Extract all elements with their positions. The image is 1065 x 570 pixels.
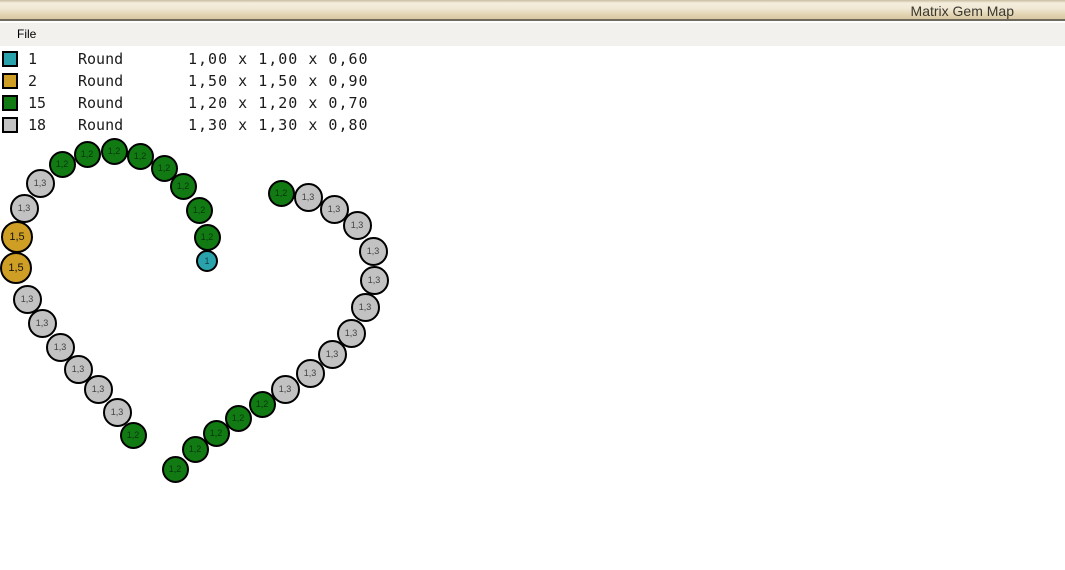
gem-size-label: 1,2 xyxy=(157,162,171,173)
gem-stone[interactable]: 1,3 xyxy=(102,397,132,427)
legend-row: 2 Round 1,50 x 1,50 x 0,90 xyxy=(2,70,369,92)
gem-stone[interactable]: 1,3 xyxy=(12,284,42,314)
legend-color-swatch xyxy=(2,51,18,67)
gem-size-label: 1 xyxy=(204,255,210,266)
window-titlebar[interactable]: Matrix Gem Map xyxy=(0,0,1065,21)
gem-size-label: 1,2 xyxy=(133,150,147,161)
gem-stone[interactable]: 1,2 xyxy=(169,172,197,200)
gem-size-label: 1,3 xyxy=(53,341,67,352)
gem-stone[interactable]: 1,2 xyxy=(193,223,221,251)
gem-size-label: 1,2 xyxy=(255,398,269,409)
gem-stone[interactable]: 1,2 xyxy=(100,137,128,165)
gem-size-label: 1,3 xyxy=(35,317,49,328)
gem-size-label: 1,3 xyxy=(71,363,85,374)
gem-size-label: 1,5 xyxy=(8,261,24,274)
legend-dimensions: 1,30 x 1,30 x 0,80 xyxy=(188,116,369,134)
legend-dimensions: 1,20 x 1,20 x 0,70 xyxy=(188,94,369,112)
gem-stone[interactable]: 1,2 xyxy=(224,404,252,432)
legend-count: 18 xyxy=(28,116,47,134)
gem-size-label: 1,2 xyxy=(176,180,190,191)
gem-size-label: 1,3 xyxy=(301,191,315,202)
gem-size-label: 1,2 xyxy=(107,145,121,156)
gem-stone[interactable]: 1,2 xyxy=(267,179,295,207)
legend-shape: Round xyxy=(78,94,124,112)
gem-stone[interactable]: 1,3 xyxy=(319,194,349,224)
legend-color-swatch xyxy=(2,117,18,133)
gem-stone[interactable]: 1,2 xyxy=(185,196,213,224)
gem-stone[interactable]: 1,2 xyxy=(161,455,189,483)
legend-row: 1 Round 1,00 x 1,00 x 0,60 xyxy=(2,48,369,70)
gem-size-label: 1,3 xyxy=(303,367,317,378)
gem-size-label: 1,3 xyxy=(327,203,341,214)
gem-size-label: 1,3 xyxy=(110,406,124,417)
gem-size-label: 1,2 xyxy=(55,158,69,169)
legend-row: 18 Round 1,30 x 1,30 x 0,80 xyxy=(2,114,369,136)
gem-stone[interactable]: 1,2 xyxy=(150,154,178,182)
gem-stone[interactable]: 1,3 xyxy=(27,308,57,338)
gem-size-label: 1,2 xyxy=(80,148,94,159)
gem-stone[interactable]: 1,2 xyxy=(202,419,230,447)
gem-stone[interactable]: 1,3 xyxy=(9,193,39,223)
gem-stone[interactable]: 1,3 xyxy=(293,182,323,212)
gem-stone[interactable]: 1,3 xyxy=(336,318,366,348)
gem-size-label: 1,5 xyxy=(9,230,25,243)
legend-color-swatch xyxy=(2,95,18,111)
gem-size-label: 1,3 xyxy=(33,177,47,188)
gem-size-label: 1,2 xyxy=(168,463,182,474)
gem-size-label: 1,3 xyxy=(17,202,31,213)
gem-stone[interactable]: 1,5 xyxy=(0,252,32,284)
gem-stone[interactable]: 1,3 xyxy=(83,374,113,404)
gem-size-label: 1,3 xyxy=(20,293,34,304)
gem-size-label: 1,2 xyxy=(274,187,288,198)
gem-stone[interactable]: 1,3 xyxy=(358,236,388,266)
gem-stone[interactable]: 1,3 xyxy=(359,265,389,295)
window-title: Matrix Gem Map xyxy=(910,3,1014,19)
gem-stone[interactable]: 1,2 xyxy=(73,140,101,168)
gem-size-label: 1,2 xyxy=(200,231,214,242)
gem-stone[interactable]: 1,5 xyxy=(1,221,33,253)
gem-size-label: 1,3 xyxy=(278,383,292,394)
gem-size-label: 1,2 xyxy=(126,429,140,440)
legend-count: 15 xyxy=(28,94,47,112)
legend-dimensions: 1,00 x 1,00 x 0,60 xyxy=(188,50,369,68)
gem-size-label: 1,3 xyxy=(366,245,380,256)
menu-item-file[interactable]: File xyxy=(17,27,37,41)
gem-stone[interactable]: 1,2 xyxy=(119,421,147,449)
gem-size-label: 1,3 xyxy=(325,348,339,359)
legend-dimensions: 1,50 x 1,50 x 0,90 xyxy=(188,72,369,90)
legend-color-swatch xyxy=(2,73,18,89)
gem-stone[interactable]: 1,2 xyxy=(126,142,154,170)
gem-stone[interactable]: 1,2 xyxy=(48,150,76,178)
gem-stone[interactable]: 1 xyxy=(196,250,218,272)
legend: 1 Round 1,00 x 1,00 x 0,60 2 Round 1,50 x 1,5… xyxy=(2,48,369,136)
legend-shape: Round xyxy=(78,72,124,90)
gem-stone[interactable]: 1,3 xyxy=(295,358,325,388)
gem-stone[interactable]: 1,3 xyxy=(25,168,55,198)
gem-size-label: 1,3 xyxy=(91,383,105,394)
legend-count: 2 xyxy=(28,72,38,90)
legend-count: 1 xyxy=(28,50,38,68)
gem-size-label: 1,3 xyxy=(350,219,364,230)
gem-size-label: 1,3 xyxy=(358,301,372,312)
legend-shape: Round xyxy=(78,50,124,68)
gem-stone[interactable]: 1,2 xyxy=(248,390,276,418)
gem-stone[interactable]: 1,3 xyxy=(350,292,380,322)
gem-size-label: 1,3 xyxy=(367,274,381,285)
gem-stone[interactable]: 1,3 xyxy=(270,374,300,404)
menu-bar: File xyxy=(0,23,1065,46)
legend-shape: Round xyxy=(78,116,124,134)
legend-row: 15 Round 1,20 x 1,20 x 0,70 xyxy=(2,92,369,114)
gem-size-label: 1,2 xyxy=(192,204,206,215)
gem-size-label: 1,2 xyxy=(209,427,223,438)
gem-size-label: 1,3 xyxy=(344,327,358,338)
gem-size-label: 1,2 xyxy=(188,443,202,454)
gem-size-label: 1,2 xyxy=(231,412,245,423)
